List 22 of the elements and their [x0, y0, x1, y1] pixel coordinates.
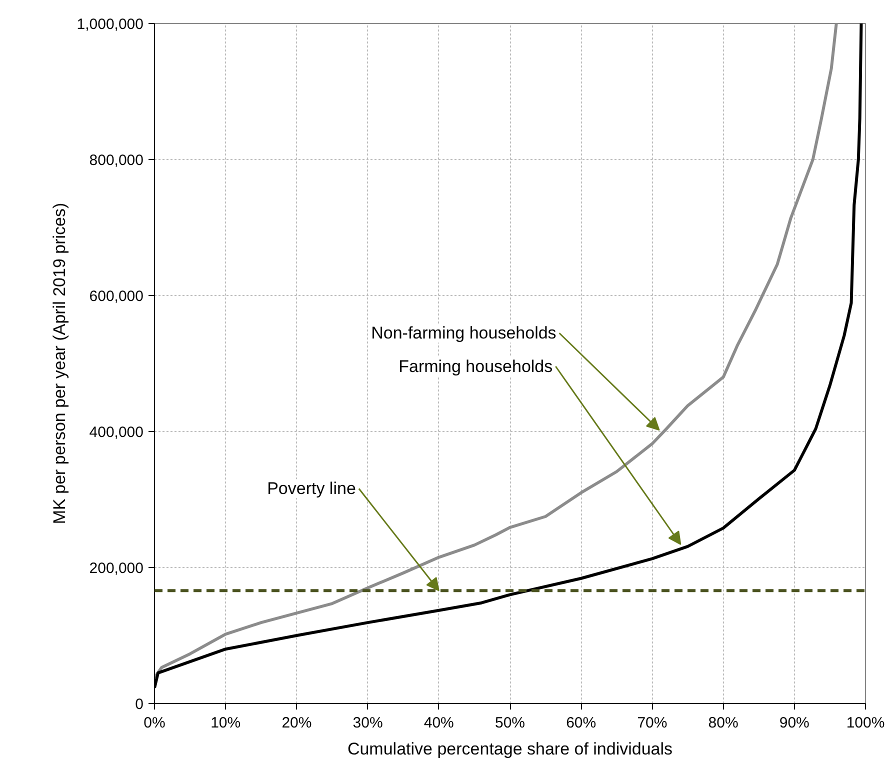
annotation: Farming households [398, 356, 553, 376]
annotation: Poverty line [267, 479, 356, 498]
y-tick-label: 800,000 [89, 152, 144, 169]
x-tick-label: 10% [210, 714, 241, 732]
y-tick-label: 200,000 [89, 560, 144, 577]
y-tick-label: 0 [135, 696, 144, 713]
x-tick-label: 80% [708, 714, 738, 732]
x-tick-label: 0% [144, 714, 166, 732]
annotation: Non-farming households [371, 324, 556, 343]
y-tick-label: 600,000 [89, 288, 144, 305]
x-tick-label: 60% [566, 714, 596, 732]
y-tick-label: 400,000 [89, 424, 144, 441]
y-axis-title: MK per person per year (April 2019 prices) [50, 202, 69, 524]
x-tick-label: 50% [494, 714, 526, 732]
x-tick-label: 90% [779, 714, 810, 732]
x-tick-label: 100% [846, 714, 885, 732]
x-tick-label: 40% [424, 714, 454, 732]
x-tick-label: 30% [352, 714, 383, 732]
x-tick-label: 70% [637, 714, 668, 732]
y-tick-label: 1,000,000 [76, 16, 144, 33]
x-tick-label: 20% [282, 714, 312, 732]
x-axis-title: Cumulative percentage share of individuals [347, 740, 673, 758]
